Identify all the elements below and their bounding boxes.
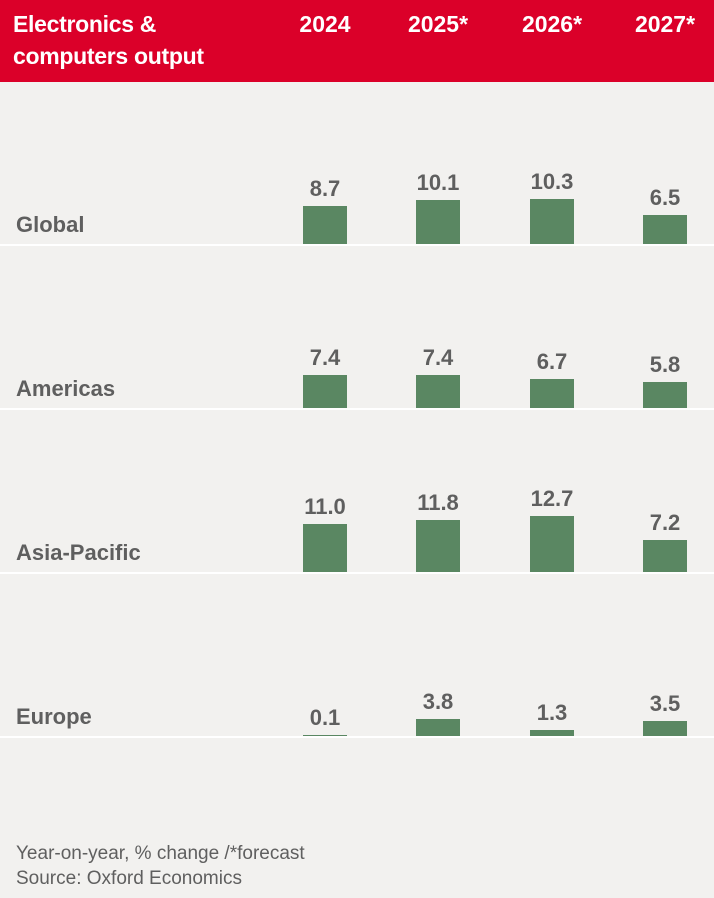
year-header: 2027* — [634, 11, 696, 37]
bar — [643, 382, 687, 408]
chart-source: Source: Oxford Economics — [16, 868, 242, 889]
year-header: 2024 — [299, 11, 351, 37]
row-divider — [0, 408, 714, 410]
value-label: 7.4 — [422, 345, 454, 371]
bar — [530, 378, 574, 408]
bar — [303, 734, 347, 736]
bar — [303, 205, 347, 244]
value-label: 6.5 — [649, 185, 681, 211]
row-divider — [0, 244, 714, 246]
value-label: 3.8 — [422, 689, 454, 715]
value-label: 1.3 — [536, 700, 568, 726]
row-divider — [0, 736, 714, 738]
bar — [643, 540, 687, 572]
bar — [303, 375, 347, 408]
chart-title: Electronics & computers output — [13, 11, 204, 69]
value-label: 0.1 — [309, 704, 341, 730]
bar — [643, 720, 687, 736]
value-label: 10.1 — [416, 169, 460, 195]
value-label: 8.7 — [309, 175, 341, 201]
bar — [416, 375, 460, 408]
year-header: 2025* — [407, 11, 469, 37]
value-label: 10.3 — [530, 168, 574, 194]
year-header: 2026* — [521, 11, 583, 37]
chart-footer: Year-on-year, % change /*forecast Source… — [16, 841, 305, 891]
bar — [530, 516, 574, 572]
bar — [530, 730, 574, 736]
value-label: 7.4 — [309, 345, 341, 371]
bar — [530, 198, 574, 244]
region-label: Americas — [16, 376, 116, 401]
bar — [416, 520, 460, 572]
value-label: 3.5 — [649, 690, 681, 716]
value-label: 12.7 — [530, 486, 574, 512]
region-label: Global — [16, 212, 85, 237]
chart-header: Electronics & computers output 2024 2025*… — [0, 0, 714, 82]
bar — [416, 719, 460, 736]
bar — [416, 199, 460, 244]
region-label: Europe — [16, 704, 92, 729]
bar — [643, 215, 687, 244]
value-label: 11.8 — [417, 490, 459, 516]
region-label: Asia-Pacific — [16, 540, 141, 565]
bar — [303, 523, 347, 572]
value-label: 6.7 — [536, 348, 568, 374]
row-divider — [0, 572, 714, 574]
value-label: 7.2 — [649, 510, 681, 536]
value-label: 11.0 — [304, 493, 346, 519]
chart-note: Year-on-year, % change /*forecast — [16, 843, 305, 864]
value-label: 5.8 — [649, 352, 681, 378]
